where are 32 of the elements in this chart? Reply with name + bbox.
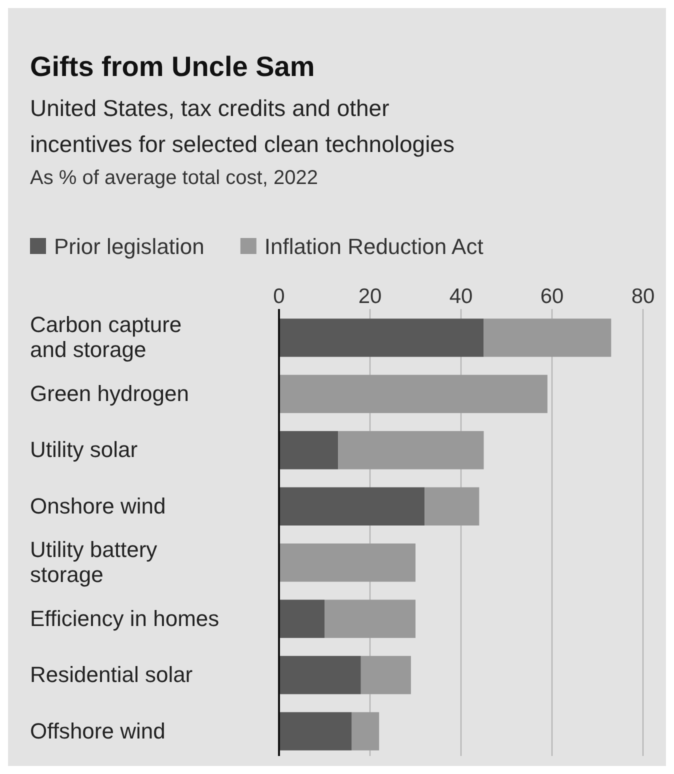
y-tick-label: Utility battery storage [30,537,158,588]
legend-label: Inflation Reduction Act [264,234,484,259]
y-tick-label: Offshore wind [30,718,166,744]
bar [360,656,411,694]
x-tick-label: 40 [449,285,473,308]
bar [424,487,480,526]
bar [279,656,361,694]
x-tick-label: 20 [358,285,382,308]
y-tick-label: Residential solar [30,662,193,688]
bar [338,431,484,470]
x-tick-label: 60 [540,285,564,308]
y-tick-label: Green hydrogen [30,380,189,406]
x-tick-label: 0 [273,285,285,308]
bar [352,712,380,750]
bar [279,600,324,638]
y-tick-label: Carbon capture and storage [30,312,182,362]
bar [279,712,352,750]
bar [324,600,416,638]
bar [279,318,484,357]
bar [484,318,612,357]
chart-subtitle: United States, tax credits and other incentives for selected clean technologies [30,95,454,157]
legend-label: Prior legislation [54,234,204,259]
x-tick-label: 80 [631,285,655,308]
y-tick-label: Utility solar [30,437,138,462]
bar [279,431,338,470]
bar [279,487,425,526]
bar [279,543,416,582]
y-tick-label: Onshore wind [30,493,166,518]
y-tick-label: Efficiency in homes [30,606,220,631]
bar [279,374,548,414]
chart-title: Gifts from Uncle Sam [30,51,315,82]
x-axis-title: As % of average total cost, 2022 [30,167,318,189]
